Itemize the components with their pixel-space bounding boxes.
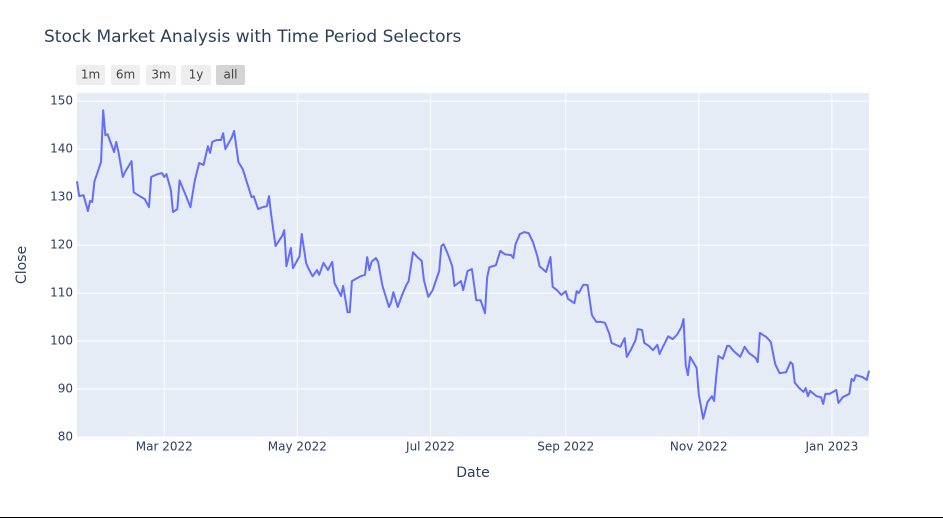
range-button[interactable]: 3m xyxy=(146,65,176,85)
y-tick-label: 100 xyxy=(50,334,73,348)
y-tick-label: 120 xyxy=(50,238,73,252)
range-button-label[interactable]: 6m xyxy=(116,68,135,82)
x-tick-label: Nov 2022 xyxy=(670,440,728,454)
x-tick-label: May 2022 xyxy=(268,440,327,454)
price-line xyxy=(76,109,870,420)
chart-title: Stock Market Analysis with Time Period S… xyxy=(44,27,461,47)
range-button-bg[interactable] xyxy=(181,65,211,85)
range-button[interactable]: 1m xyxy=(76,65,105,85)
range-button-label[interactable]: all xyxy=(223,68,237,82)
y-tick-label: 90 xyxy=(58,382,73,396)
y-tick-label: 130 xyxy=(50,190,73,204)
range-button-bg[interactable] xyxy=(76,65,105,85)
range-button-bg[interactable] xyxy=(216,65,245,85)
range-button[interactable]: 1y xyxy=(181,65,211,85)
x-tick-label: Mar 2022 xyxy=(136,440,193,454)
range-button[interactable]: 6m xyxy=(111,65,140,85)
range-button-bg[interactable] xyxy=(146,65,176,85)
range-button-label[interactable]: 3m xyxy=(151,68,170,82)
range-button[interactable]: all xyxy=(216,65,245,85)
y-tick-label: 80 xyxy=(58,430,73,444)
y-tick-label: 140 xyxy=(50,142,73,156)
x-tick-label: Jul 2022 xyxy=(405,440,455,454)
range-button-label[interactable]: 1m xyxy=(81,68,100,82)
x-tick-label: Sep 2022 xyxy=(537,440,594,454)
x-axis-title: Date xyxy=(456,465,489,481)
plot-area xyxy=(77,93,869,437)
range-button-bg[interactable] xyxy=(111,65,140,85)
x-tick-label: Jan 2023 xyxy=(804,440,858,454)
range-button-label[interactable]: 1y xyxy=(189,68,204,82)
y-tick-label: 110 xyxy=(50,286,73,300)
y-tick-label: 150 xyxy=(50,94,73,108)
y-axis-title: Close xyxy=(14,246,30,284)
